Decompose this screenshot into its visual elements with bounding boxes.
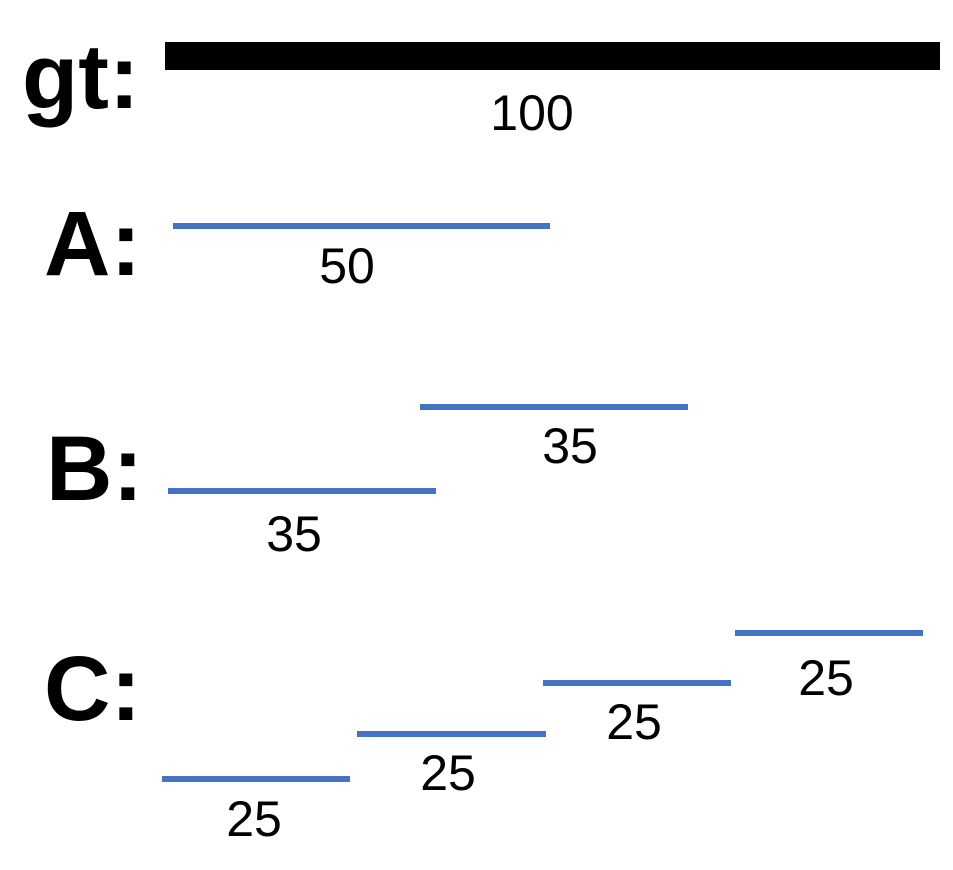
row-label-gt: gt: bbox=[22, 26, 139, 128]
b-segment-1-value: 35 bbox=[266, 506, 322, 562]
c-segment-4-value: 25 bbox=[798, 650, 854, 706]
row-a: A: 50 bbox=[44, 193, 550, 295]
c-segment-3-value: 25 bbox=[606, 694, 662, 750]
row-label-a: A: bbox=[44, 193, 141, 295]
c-segment-2-value: 25 bbox=[420, 745, 476, 801]
row-label-b: B: bbox=[46, 418, 143, 520]
row-label-c: C: bbox=[44, 638, 141, 740]
a-segment-1-value: 50 bbox=[319, 238, 375, 294]
row-c: C: 25 25 25 25 bbox=[44, 630, 923, 847]
c-segment-1-value: 25 bbox=[226, 791, 282, 847]
gt-segment-1-value: 100 bbox=[490, 85, 573, 141]
row-gt: gt: 100 bbox=[22, 26, 940, 141]
row-b: B: 35 35 bbox=[46, 404, 688, 562]
b-segment-2-value: 35 bbox=[542, 418, 598, 474]
